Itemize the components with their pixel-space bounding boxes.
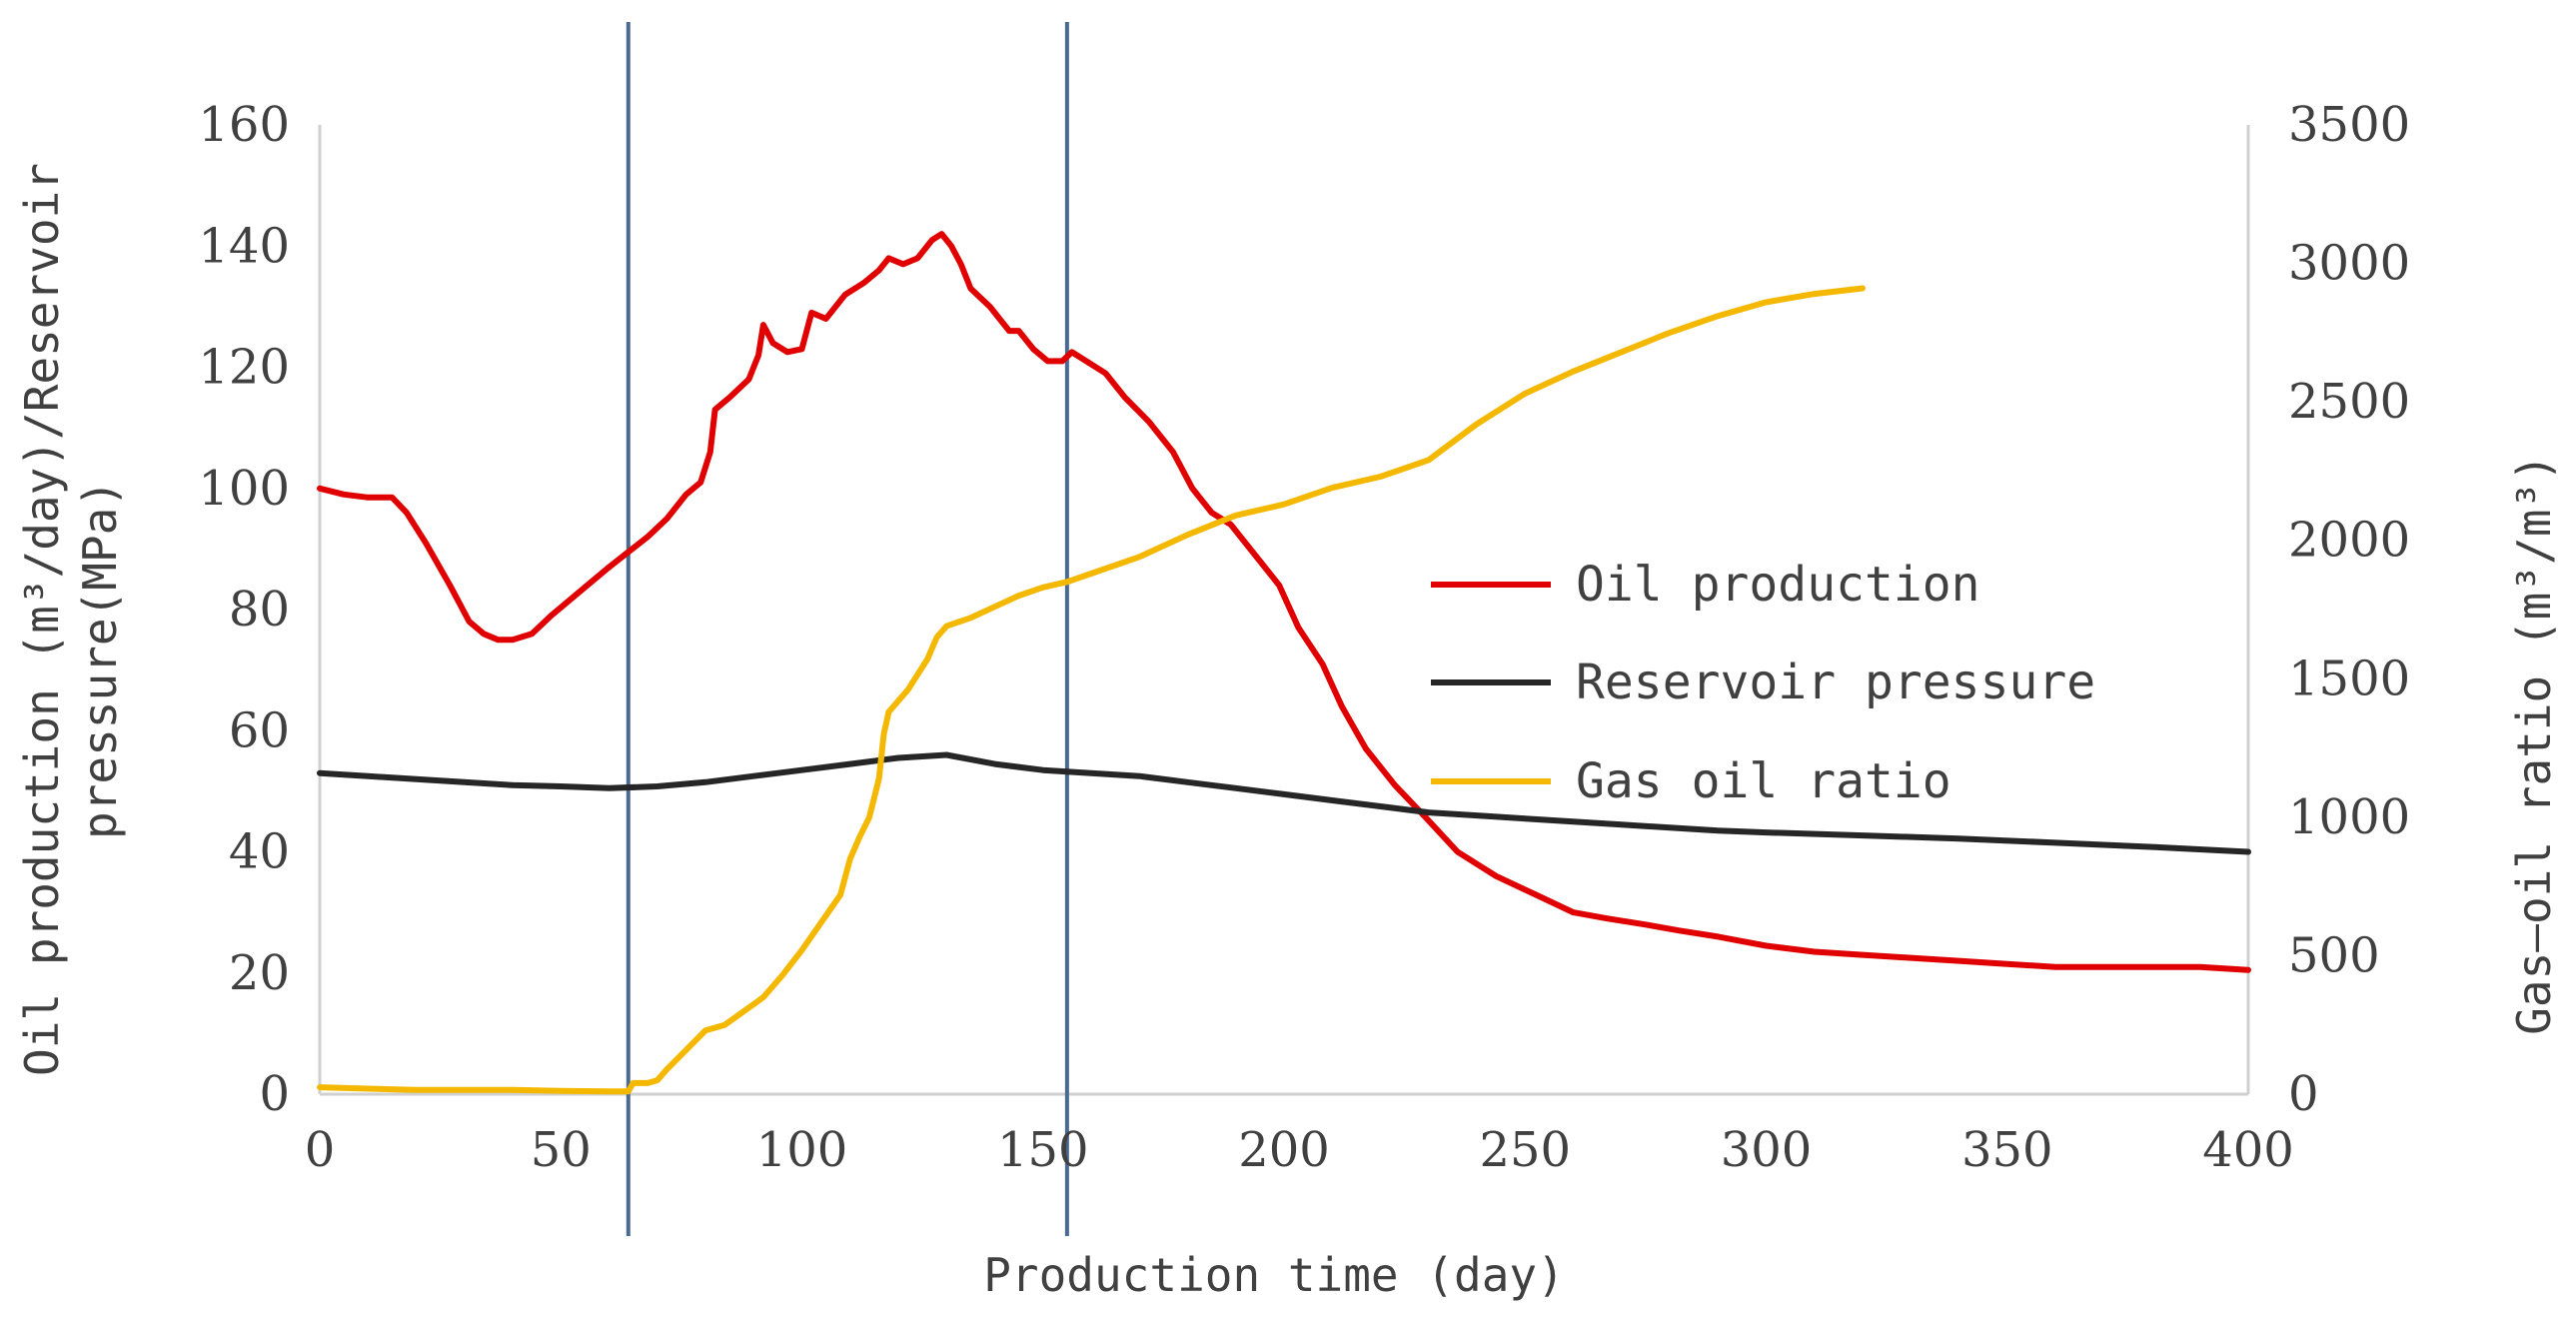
y-left-tick-label: 60 xyxy=(229,702,290,758)
vertical-markers xyxy=(626,22,1069,1236)
y-left-axis-title-line1: Oil production (m³/day)/Reservoir xyxy=(15,163,69,1076)
legend-label-oil-production: Oil production xyxy=(1576,557,1980,613)
y-left-tick-label: 100 xyxy=(198,461,290,517)
x-tick-label: 150 xyxy=(997,1122,1089,1178)
x-tick-label: 50 xyxy=(531,1122,592,1178)
y-right-tick-label: 2000 xyxy=(2288,513,2410,569)
x-tick-label: 400 xyxy=(2202,1122,2294,1178)
y-right-tick-label: 3500 xyxy=(2288,97,2410,153)
x-tick-label: 200 xyxy=(1238,1122,1330,1178)
y-left-tick-label: 80 xyxy=(229,582,290,638)
chart-frame xyxy=(318,125,2250,1096)
y-right-axis-title: Gas–oil ratio (m³/m³) xyxy=(2507,454,2561,1035)
x-tick-label: 350 xyxy=(1961,1122,2053,1178)
x-tick-label: 300 xyxy=(1721,1122,1813,1178)
series-line-gas-oil-ratio xyxy=(317,285,1866,1095)
y-right-tick-label: 1000 xyxy=(2288,789,2410,845)
series-lines xyxy=(317,231,2251,1095)
y-right-tick-label: 1500 xyxy=(2288,651,2410,706)
x-tick-label: 0 xyxy=(305,1122,336,1178)
x-tick-label: 250 xyxy=(1479,1122,1571,1178)
y-left-tick-label: 0 xyxy=(259,1066,290,1122)
x-tick-label: 100 xyxy=(756,1122,848,1178)
tick-labels: 0 50 100 150 200 250 300 350 4000204060801001201… xyxy=(198,97,2410,1178)
legend-label-gas-oil-ratio: Gas oil ratio xyxy=(1576,753,1951,809)
y-left-tick-label: 20 xyxy=(229,945,290,1001)
series-line-oil-production xyxy=(317,231,2251,973)
y-right-tick-label: 3000 xyxy=(2288,236,2410,292)
y-left-tick-label: 40 xyxy=(229,824,290,880)
y-right-tick-label: 2500 xyxy=(2288,374,2410,430)
series-line-reservoir-pressure xyxy=(317,751,2251,855)
y-left-tick-label: 120 xyxy=(198,340,290,396)
y-left-tick-label: 140 xyxy=(198,218,290,274)
y-right-tick-label: 0 xyxy=(2288,1066,2319,1122)
legend: Oil production Reservoir pressure Gas oi… xyxy=(1431,557,2095,809)
y-left-tick-label: 160 xyxy=(198,97,290,153)
y-right-tick-label: 500 xyxy=(2288,927,2380,983)
legend-label-reservoir-pressure: Reservoir pressure xyxy=(1576,655,2095,710)
x-axis-title: Production time (day) xyxy=(983,1248,1565,1302)
y-left-axis-title-line2: pressure(MPa) xyxy=(73,480,127,839)
